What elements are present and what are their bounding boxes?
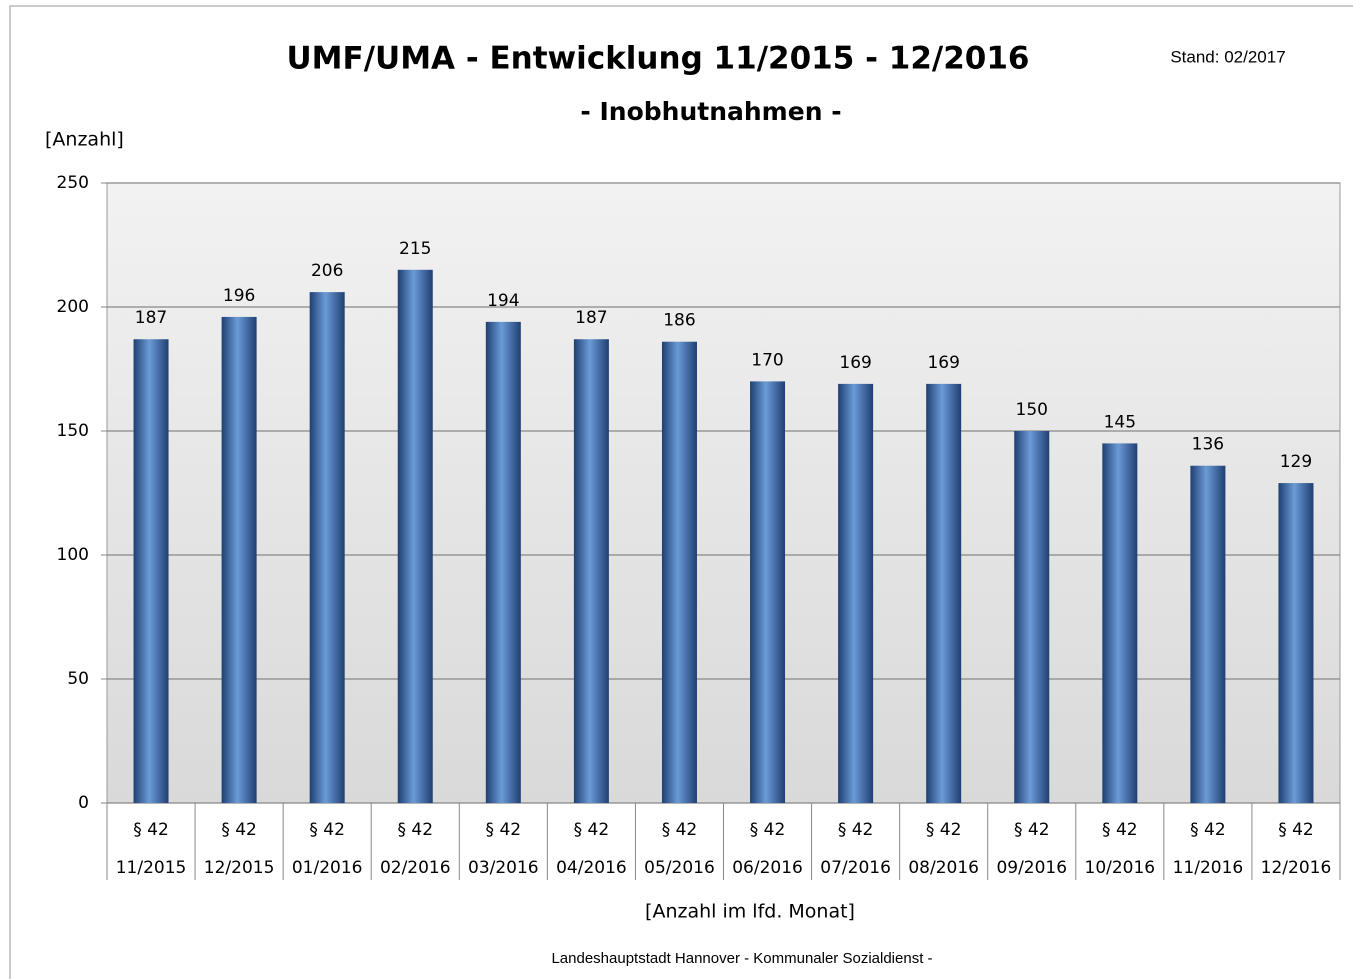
value-label: 169 <box>927 353 959 373</box>
bar <box>1190 465 1226 803</box>
value-label: 136 <box>1192 435 1224 455</box>
footer: Landeshauptstadt Hannover - Kommunaler S… <box>551 950 932 967</box>
value-label: 187 <box>575 308 607 328</box>
x-tick-label: 08/2016 <box>908 858 979 878</box>
bar <box>221 316 257 803</box>
chart-title: UMF/UMA - Entwicklung 11/2015 - 12/2016 <box>287 41 1030 77</box>
x-tick-label: 06/2016 <box>732 858 803 878</box>
x-tick-sublabel: § 42 <box>750 820 786 840</box>
value-label: 187 <box>135 308 167 328</box>
y-axis-label: [Anzahl] <box>45 129 124 151</box>
y-tick-label: 200 <box>57 297 89 317</box>
value-label: 186 <box>663 311 695 331</box>
annotation: Stand: 02/2017 <box>1170 47 1285 66</box>
x-tick-label: 10/2016 <box>1085 858 1156 878</box>
x-tick-sublabel: § 42 <box>1278 820 1314 840</box>
y-tick-label: 0 <box>78 793 89 813</box>
y-tick-label: 50 <box>67 669 89 689</box>
x-tick-label: 02/2016 <box>380 858 451 878</box>
x-tick-label: 01/2016 <box>292 858 363 878</box>
y-tick-label: 150 <box>57 421 89 441</box>
x-tick-label: 03/2016 <box>468 858 539 878</box>
value-label: 129 <box>1280 452 1312 472</box>
bar <box>309 292 345 803</box>
x-tick-label: 12/2015 <box>204 858 275 878</box>
x-tick-label: 11/2016 <box>1173 858 1244 878</box>
x-tick-sublabel: § 42 <box>1102 820 1138 840</box>
bar <box>1102 443 1138 803</box>
value-label: 150 <box>1016 400 1048 420</box>
value-label: 194 <box>487 291 519 311</box>
value-label: 215 <box>399 239 431 259</box>
x-tick-sublabel: § 42 <box>309 820 345 840</box>
x-tick-label: 07/2016 <box>820 858 891 878</box>
bar <box>397 269 433 803</box>
value-label: 169 <box>839 353 871 373</box>
bar <box>133 339 169 803</box>
x-tick-sublabel: § 42 <box>221 820 257 840</box>
x-tick-sublabel: § 42 <box>662 820 698 840</box>
bar <box>750 381 786 803</box>
x-tick-sublabel: § 42 <box>838 820 874 840</box>
x-tick-sublabel: § 42 <box>486 820 522 840</box>
value-label: 196 <box>223 286 255 306</box>
frame <box>9 5 1353 979</box>
chart-subtitle: - Inobhutnahmen - <box>580 97 841 126</box>
value-label: 170 <box>751 350 783 370</box>
x-tick-sublabel: § 42 <box>1014 820 1050 840</box>
x-tick-label: 12/2016 <box>1261 858 1332 878</box>
bar <box>1014 431 1050 803</box>
bar <box>573 339 609 803</box>
y-tick-label: 100 <box>57 545 89 565</box>
x-tick-sublabel: § 42 <box>1190 820 1226 840</box>
bar <box>926 383 962 803</box>
x-tick-label: 04/2016 <box>556 858 627 878</box>
x-tick-label: 09/2016 <box>996 858 1067 878</box>
x-tick-sublabel: § 42 <box>574 820 610 840</box>
bar <box>1278 483 1314 803</box>
bar <box>661 341 697 803</box>
x-tick-label: 05/2016 <box>644 858 715 878</box>
bar <box>838 383 874 803</box>
x-tick-sublabel: § 42 <box>397 820 433 840</box>
x-tick-label: 11/2015 <box>116 858 187 878</box>
y-tick-label: 250 <box>57 173 89 193</box>
bar <box>485 321 521 803</box>
x-tick-sublabel: § 42 <box>926 820 962 840</box>
x-axis-label: [Anzahl im lfd. Monat] <box>645 901 855 923</box>
value-label: 145 <box>1104 412 1136 432</box>
x-tick-sublabel: § 42 <box>133 820 169 840</box>
plot-area <box>106 182 1341 804</box>
value-label: 206 <box>311 261 343 281</box>
